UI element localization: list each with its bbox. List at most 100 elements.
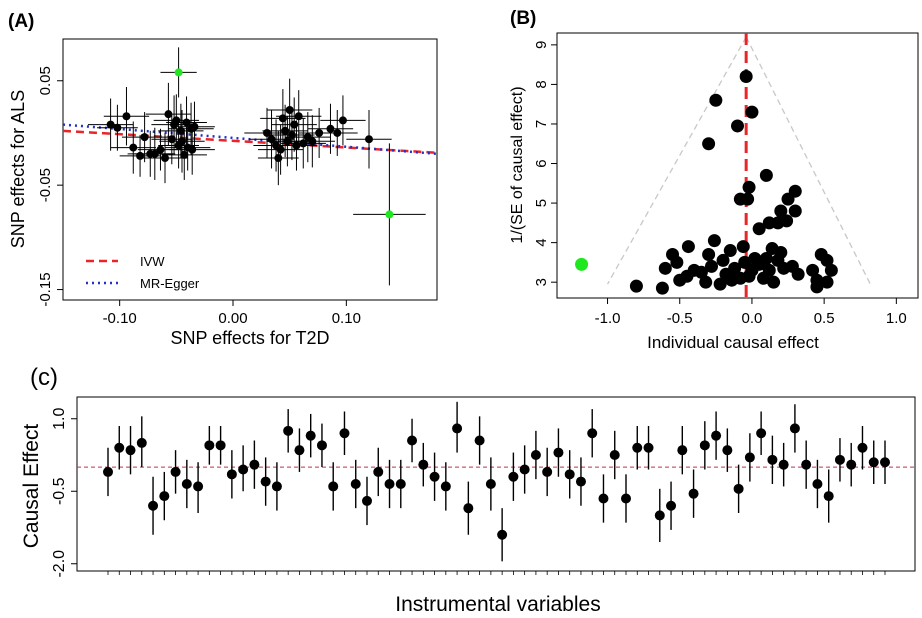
a-point [110,121,156,174]
c-point-marker [260,476,271,487]
c-point [553,428,564,477]
c-point-marker [530,450,541,460]
c-point-marker [666,500,677,511]
b-point [702,247,716,261]
c-point [677,426,688,475]
a-point-marker [274,154,283,163]
a-point-marker [178,137,186,146]
c-point [114,426,125,470]
c-point-marker [789,423,800,434]
c-point-marker [249,459,260,470]
a-point-marker [292,141,301,150]
b-point [716,253,730,267]
b-point [673,273,687,287]
c-point-marker [846,459,857,470]
c-point [418,442,429,487]
c-point-marker [474,435,485,446]
c-point-marker [823,491,834,502]
a-point-marker [113,123,122,132]
a-outlier-point [353,143,426,286]
a-point-marker [333,128,342,137]
b-point [820,253,834,267]
c-point [181,459,192,509]
c-point-marker [283,425,294,436]
c-point-marker [711,430,722,441]
c-point-marker [350,479,361,489]
c-point-marker [418,459,429,470]
panel-b-y-axis-label: 1/(SE of causal effect) [509,86,526,243]
c-point-marker [226,469,237,480]
c-point [136,416,147,468]
c-point-marker [170,466,181,477]
c-point-marker [181,479,192,489]
c-y-tick-label: -0.5 [51,477,68,505]
c-point [587,409,598,458]
c-point [868,440,879,484]
b-point [780,214,794,228]
b-point [629,279,643,293]
b-point [658,261,672,275]
c-point [148,476,159,535]
c-point-marker [553,447,564,458]
panel-a-legend: IVW MR-Egger [86,254,200,291]
panel-a-y-axis-label: SNP effects for ALS [8,90,28,248]
b-point [681,240,695,254]
c-point-marker [542,466,553,477]
c-point-marker [114,442,125,453]
c-point [305,413,316,458]
b-point [741,192,755,206]
a-point [262,104,308,157]
c-point-marker [778,459,789,470]
c-point-marker [429,471,440,482]
c-point [125,426,136,475]
panel-c-points [103,401,890,562]
c-point-marker [834,454,845,465]
b-y-tick-label: 5 [533,199,550,207]
c-point [823,469,834,523]
c-point-marker [508,471,519,482]
c-y-tick-label: -2.0 [51,550,68,578]
c-point [463,481,474,535]
b-y-tick-label: 9 [533,41,550,49]
panel-b-x-axis-label: Individual causal effect [647,333,819,352]
c-point [373,447,384,497]
c-point-marker [148,500,159,511]
c-point [846,442,857,487]
b-x-tick-label: -0.5 [667,310,693,327]
c-point-marker [733,483,744,494]
b-point [670,255,684,269]
a-point-marker [156,145,165,154]
c-point [767,435,778,484]
c-point-marker [575,476,586,487]
c-point-marker [215,440,226,451]
c-point [666,481,677,530]
c-point [564,450,575,499]
b-point [788,204,802,218]
b-point [774,204,788,218]
b-point [702,137,716,151]
panel-b-axis-ticks: -1.0 -0.5 0.0 0.5 1.0 3 4 5 6 7 8 9 [533,41,907,327]
c-point-marker [294,445,305,456]
a-y-tick-label: -0.05 [37,168,54,202]
a-x-tick-label: 0.10 [332,310,361,327]
b-point [791,267,805,281]
panel-a-label: (A) [8,11,34,32]
c-point-marker [452,423,463,434]
a-point-marker [290,120,299,129]
a-point-marker [326,124,335,133]
a-point-marker [172,116,181,125]
c-point [103,447,113,497]
c-point [294,428,305,472]
panel-b-label: (B) [510,8,536,29]
a-point [103,87,150,146]
c-point [350,459,361,509]
b-outlier-point [575,257,589,271]
a-point-marker [180,150,189,159]
c-point-marker [868,457,879,468]
a-point [257,124,304,175]
c-point [575,457,586,506]
a-point [289,115,335,168]
b-funnel-right [745,36,871,285]
a-point [134,127,176,180]
a-point-marker [338,116,347,125]
